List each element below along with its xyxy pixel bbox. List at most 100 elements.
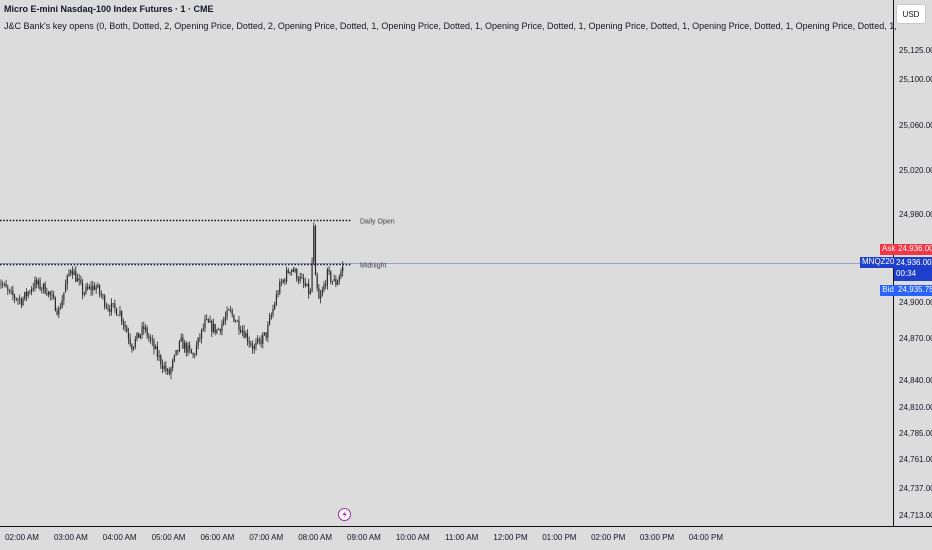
lightning-icon[interactable] <box>338 508 351 521</box>
level-label: Midnight <box>360 263 387 270</box>
candle <box>187 342 189 356</box>
candle <box>245 330 247 338</box>
candle <box>175 350 177 356</box>
candle <box>211 319 213 338</box>
candle <box>27 290 29 299</box>
x-tick-label: 09:00 AM <box>347 533 381 542</box>
candle <box>109 304 111 317</box>
candle <box>29 289 31 295</box>
candle <box>132 346 135 351</box>
candle <box>185 341 187 357</box>
candle <box>110 298 113 316</box>
y-tick-label: 24,980.00 <box>899 210 932 219</box>
candle <box>206 314 208 321</box>
candle <box>340 268 342 280</box>
candle <box>229 305 232 313</box>
candle <box>104 293 106 310</box>
candle <box>149 334 152 344</box>
candle <box>51 290 53 301</box>
candle <box>180 333 182 342</box>
candle <box>321 286 323 297</box>
x-tick-label: 06:00 AM <box>200 533 234 542</box>
candle <box>44 281 46 295</box>
y-tick-label: 24,785.00 <box>899 429 932 438</box>
y-tick-label: 25,100.00 <box>899 75 932 84</box>
candle <box>10 286 12 295</box>
candle <box>216 328 218 335</box>
candle <box>81 278 84 300</box>
candle <box>241 325 243 337</box>
candle <box>255 338 257 351</box>
candle <box>155 344 157 350</box>
candle <box>224 311 226 326</box>
candle <box>115 307 118 316</box>
candle <box>331 280 334 286</box>
candle <box>158 350 160 362</box>
candle <box>296 267 298 282</box>
candle <box>333 274 335 282</box>
candle <box>282 278 284 284</box>
candle <box>170 366 172 380</box>
candle <box>190 348 192 354</box>
candle <box>37 278 39 289</box>
candle <box>257 335 259 345</box>
candle <box>30 286 33 296</box>
x-tick-label: 03:00 AM <box>54 533 88 542</box>
candle <box>127 327 130 345</box>
x-tick-label: 03:00 PM <box>640 533 675 542</box>
candle <box>172 358 174 372</box>
time-axis[interactable]: 02:00 AM 03:00 AM 04:00 AM 05:00 AM 06:00 AM… <box>5 533 723 542</box>
candle <box>279 278 281 296</box>
candle <box>284 277 286 286</box>
candle <box>12 285 14 301</box>
candle <box>49 290 51 301</box>
candle <box>325 279 327 290</box>
x-tick-label: 07:00 AM <box>249 533 283 542</box>
candle <box>66 274 68 291</box>
candle <box>258 337 260 345</box>
candle <box>326 267 328 290</box>
candle <box>146 325 148 340</box>
candle <box>73 268 75 276</box>
candle <box>238 315 240 335</box>
candle <box>78 273 80 286</box>
candle <box>102 293 104 300</box>
candle <box>297 276 300 285</box>
candle <box>136 332 138 342</box>
symbol-title[interactable]: Micro E-mini Nasdaq-100 Index Futures · … <box>4 4 214 14</box>
candle <box>139 334 141 340</box>
candle <box>70 269 72 277</box>
candle <box>39 277 41 292</box>
candle <box>308 278 310 299</box>
candle <box>58 305 60 319</box>
candle <box>243 324 245 339</box>
candle <box>114 299 116 314</box>
candle <box>251 340 254 354</box>
y-tick-label: 25,060.00 <box>899 121 932 130</box>
x-tick-label: 12:00 PM <box>493 533 528 542</box>
candle <box>124 320 126 332</box>
candle <box>100 290 102 299</box>
candle <box>202 323 204 332</box>
candle <box>311 257 313 293</box>
candle <box>260 335 262 348</box>
candle <box>144 324 147 333</box>
candle <box>280 278 283 287</box>
candle <box>163 361 165 372</box>
candle <box>294 267 296 274</box>
x-tick-label: 02:00 PM <box>591 533 626 542</box>
candle <box>168 367 170 376</box>
candle <box>165 361 167 375</box>
candle <box>338 274 340 285</box>
candle <box>153 337 155 355</box>
indicator-legend[interactable]: J&C Bank's key opens (0, Both, Dotted, 2… <box>4 21 896 31</box>
price-axis[interactable]: 25,125.00 25,100.00 25,060.00 25,020.00 24,9… <box>899 46 932 520</box>
candle <box>160 354 162 369</box>
candle <box>24 291 26 301</box>
symbol-tag: MNQZ2025 <box>860 257 904 268</box>
y-tick-label: 24,737.00 <box>899 484 932 493</box>
currency-button[interactable]: USD <box>896 4 926 24</box>
candle <box>204 314 206 333</box>
